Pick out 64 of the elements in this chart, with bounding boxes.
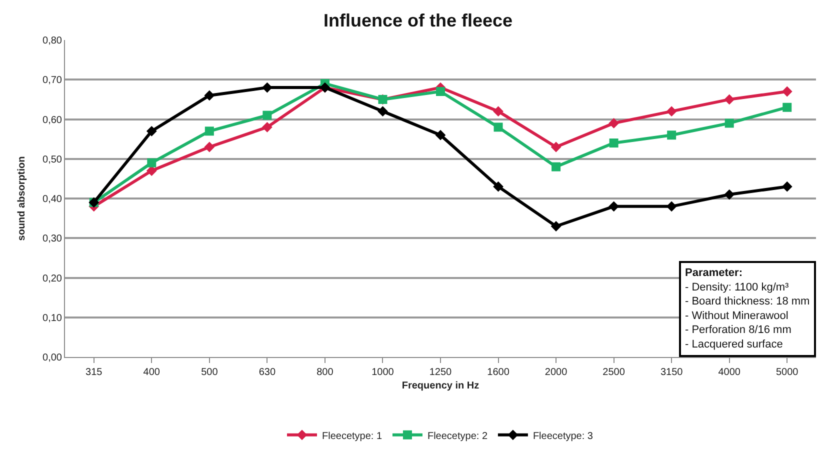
point (782, 181, 792, 192)
point (666, 201, 677, 212)
point (262, 82, 272, 93)
y-tick-label: 0,60 (42, 114, 62, 126)
x-tick-label: 3150 (660, 367, 684, 378)
point (204, 126, 214, 136)
point (609, 138, 618, 148)
y-tick-label: 0,00 (42, 352, 62, 364)
point (146, 126, 157, 136)
point (724, 189, 735, 200)
annotation: - Without Minerawool (685, 310, 788, 322)
point (262, 110, 272, 120)
y-tick-label: 0,20 (42, 273, 62, 284)
x-tick-label: 2500 (602, 367, 626, 378)
x-tick-label: 1600 (487, 367, 510, 378)
point (782, 102, 792, 112)
x-tick-label: 400 (143, 367, 160, 378)
legend-label: Fleecetype: 2 (427, 430, 488, 442)
x-tick-label: 1250 (429, 367, 452, 378)
chart-title: Influence of the fleece (323, 10, 513, 30)
point (146, 166, 157, 176)
annotation: - Lacquered surface (685, 338, 783, 350)
annotation: Parameter: (685, 267, 742, 279)
y-tick-label: 0,10 (42, 312, 62, 324)
point (262, 122, 272, 132)
point (435, 130, 446, 140)
point (724, 94, 735, 105)
y-tick-label: 0,30 (42, 234, 62, 245)
legend-label: Fleecetype: 3 (532, 430, 594, 442)
y-tick-label: 0,80 (42, 36, 62, 46)
point (494, 122, 503, 132)
x-tick-label: 1000 (372, 367, 394, 378)
point (782, 86, 792, 97)
point (204, 90, 215, 101)
point (493, 106, 504, 117)
point (550, 142, 562, 152)
point (666, 106, 677, 117)
x-tick-label: 500 (201, 367, 218, 378)
annotation: - Density: 1100 kg/m³ (685, 281, 790, 294)
point (552, 162, 561, 172)
y-tick-label: 0,70 (42, 75, 62, 86)
point (724, 118, 734, 128)
point (608, 118, 620, 128)
point (608, 201, 620, 212)
point (667, 130, 676, 140)
y-tick-label: 0,40 (42, 194, 62, 205)
annotation: - Perforation 8/16 mm (685, 324, 792, 336)
x-tick-label: 2000 (544, 367, 568, 378)
y-tick-label: 0,50 (42, 154, 62, 166)
x-axis-title: Frequency in Hz (402, 380, 480, 392)
y-axis-title: sound absorption (16, 156, 28, 241)
x-tick-label: 4000 (718, 367, 741, 378)
legend-label: Fleecetype: 1 (322, 430, 382, 442)
x-tick-label: 5000 (776, 367, 799, 378)
point (493, 181, 504, 192)
x-tick-label: 630 (258, 367, 276, 378)
x-tick-label: 800 (316, 367, 334, 378)
point (378, 106, 388, 117)
point (147, 158, 156, 168)
point (550, 221, 562, 232)
point (204, 142, 215, 152)
annotation: - Board thickness: 18 mm (685, 296, 810, 308)
point (436, 87, 445, 96)
x-tick-label: 315 (86, 367, 103, 378)
